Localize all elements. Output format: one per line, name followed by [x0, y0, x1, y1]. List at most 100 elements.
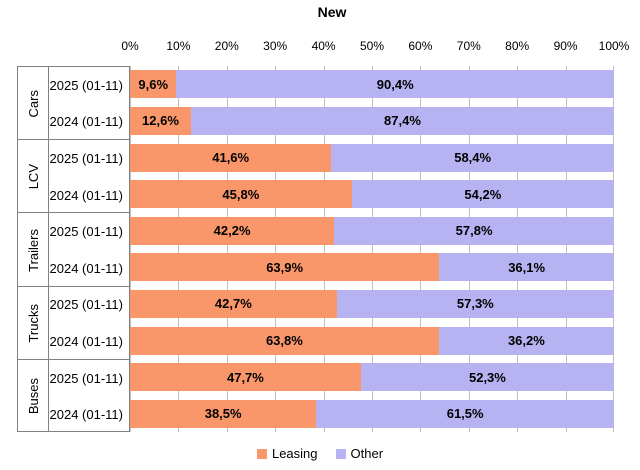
other-value-label: 54,2% — [464, 186, 502, 202]
legend-label: Leasing — [271, 446, 318, 461]
axis-tick-label: 70% — [456, 39, 481, 53]
leasing-segment: 42,7% — [130, 289, 337, 318]
other-value-label: 52,3% — [468, 369, 506, 385]
leasing-value-label: 45,8% — [222, 186, 260, 202]
period-label: 2025 (01-11) — [49, 224, 123, 240]
axis-tick-label: 100% — [598, 39, 630, 53]
other-value-label: 87,4% — [384, 113, 421, 129]
axis-tick-label: 50% — [359, 39, 385, 53]
group-separator — [18, 285, 129, 287]
axis-tick-label: 60% — [408, 39, 433, 53]
group-label-text: Buses — [25, 378, 41, 415]
category-axis-divider — [48, 67, 49, 431]
other-segment: 90,4% — [176, 70, 614, 99]
period-label: 2024 (01-11) — [49, 114, 123, 130]
bar-row: 42,7% 57,3% — [130, 289, 614, 318]
group-separator — [18, 358, 129, 360]
period-label: 2025 (01-11) — [49, 150, 123, 166]
axis-tick-label: 0% — [121, 39, 139, 53]
axis-tick-label: 40% — [311, 39, 336, 53]
bar-row: 41,6% 58,4% — [130, 143, 614, 172]
leasing-segment: 63,9% — [130, 253, 440, 282]
group-label: LCV — [18, 140, 48, 213]
leasing-value-label: 9,6% — [138, 76, 169, 92]
leasing-value-label: 42,7% — [214, 296, 252, 312]
group-label-text: LCV — [25, 164, 41, 190]
leasing-segment: 9,6% — [130, 70, 177, 99]
period-label: 2024 (01-11) — [49, 407, 123, 423]
legend-item: Leasing — [256, 446, 318, 461]
axis-tick-label: 80% — [505, 39, 530, 53]
other-value-label: 57,3% — [456, 296, 494, 312]
group-label-text: Cars — [25, 89, 41, 118]
leasing-value-label: 42,2% — [213, 223, 251, 239]
gridline — [566, 66, 567, 432]
legend-item: Other — [335, 446, 384, 461]
leasing-segment: 41,6% — [130, 143, 332, 172]
leasing-segment: 63,8% — [130, 326, 439, 355]
bar-row: 45,8% 54,2% — [130, 180, 614, 209]
legend-label: Other — [350, 446, 384, 461]
leasing-value-label: 63,9% — [266, 259, 304, 275]
gridline — [324, 66, 325, 432]
other-segment: 54,2% — [351, 180, 614, 209]
leasing-value-label: 41,6% — [212, 150, 250, 165]
leasing-segment: 38,5% — [130, 399, 317, 428]
axis-tick-label: 30% — [263, 39, 288, 53]
legend-swatch-leasing — [256, 448, 267, 459]
leasing-segment: 12,6% — [130, 106, 191, 135]
gridline — [372, 66, 373, 432]
bar-row: 47,7% 52,3% — [130, 363, 614, 392]
group-label: Trucks — [18, 287, 48, 360]
plot-area: 9,6% 90,4% 12,6% 87,4% 41,6% 58,4% 45,8% 54,2% 4… — [130, 66, 614, 432]
other-segment: 58,4% — [331, 143, 614, 172]
group-label: Cars — [18, 67, 48, 140]
bar-row: 9,6% 90,4% — [130, 70, 614, 99]
period-label: 2025 (01-11) — [49, 77, 123, 93]
bar-row: 63,8% 36,2% — [130, 326, 614, 355]
other-value-label: 57,8% — [455, 223, 493, 239]
group-label-text: Trucks — [25, 303, 41, 343]
gridline — [613, 66, 614, 432]
axis-tick-label: 10% — [166, 39, 191, 53]
gridline — [130, 66, 131, 432]
leasing-segment: 47,7% — [130, 363, 361, 392]
gridline — [178, 66, 179, 432]
bar-row: 42,2% 57,8% — [130, 216, 614, 245]
category-axis: Cars LCV Trailers Trucks Buses 2025 (01-11) 20… — [17, 66, 130, 432]
leasing-value-label: 63,8% — [265, 333, 303, 348]
group-separator — [18, 212, 129, 214]
other-segment: 52,3% — [360, 363, 614, 392]
group-label-text: Trailers — [25, 228, 41, 272]
period-label: 2024 (01-11) — [49, 260, 123, 276]
gridline — [275, 66, 276, 432]
bar-row: 38,5% 61,5% — [130, 399, 614, 428]
other-value-label: 90,4% — [376, 76, 414, 92]
leasing-value-label: 47,7% — [226, 369, 264, 385]
legend-swatch-other — [335, 448, 346, 459]
gridline — [227, 66, 228, 432]
period-label: 2025 (01-11) — [49, 297, 123, 313]
legend: Leasing Other — [0, 446, 640, 461]
other-segment: 36,1% — [439, 253, 614, 282]
leasing-segment: 45,8% — [130, 180, 352, 209]
gridline — [517, 66, 518, 432]
period-label: 2024 (01-11) — [49, 333, 123, 349]
gridline — [420, 66, 421, 432]
group-label: Buses — [18, 360, 48, 433]
leasing-value-label: 12,6% — [142, 113, 179, 129]
bar-row: 63,9% 36,1% — [130, 253, 614, 282]
chart-title: New — [317, 4, 347, 20]
other-segment: 57,3% — [336, 289, 614, 318]
other-segment: 57,8% — [334, 216, 614, 245]
axis-tick-label: 20% — [214, 39, 239, 53]
gridline — [469, 66, 470, 432]
other-value-label: 36,1% — [508, 259, 546, 275]
period-label: 2024 (01-11) — [49, 187, 123, 203]
other-value-label: 36,2% — [507, 333, 545, 348]
leasing-value-label: 38,5% — [204, 406, 242, 422]
axis-tick-label: 90% — [553, 39, 578, 53]
other-segment: 36,2% — [438, 326, 614, 355]
group-label: Trailers — [18, 213, 48, 286]
